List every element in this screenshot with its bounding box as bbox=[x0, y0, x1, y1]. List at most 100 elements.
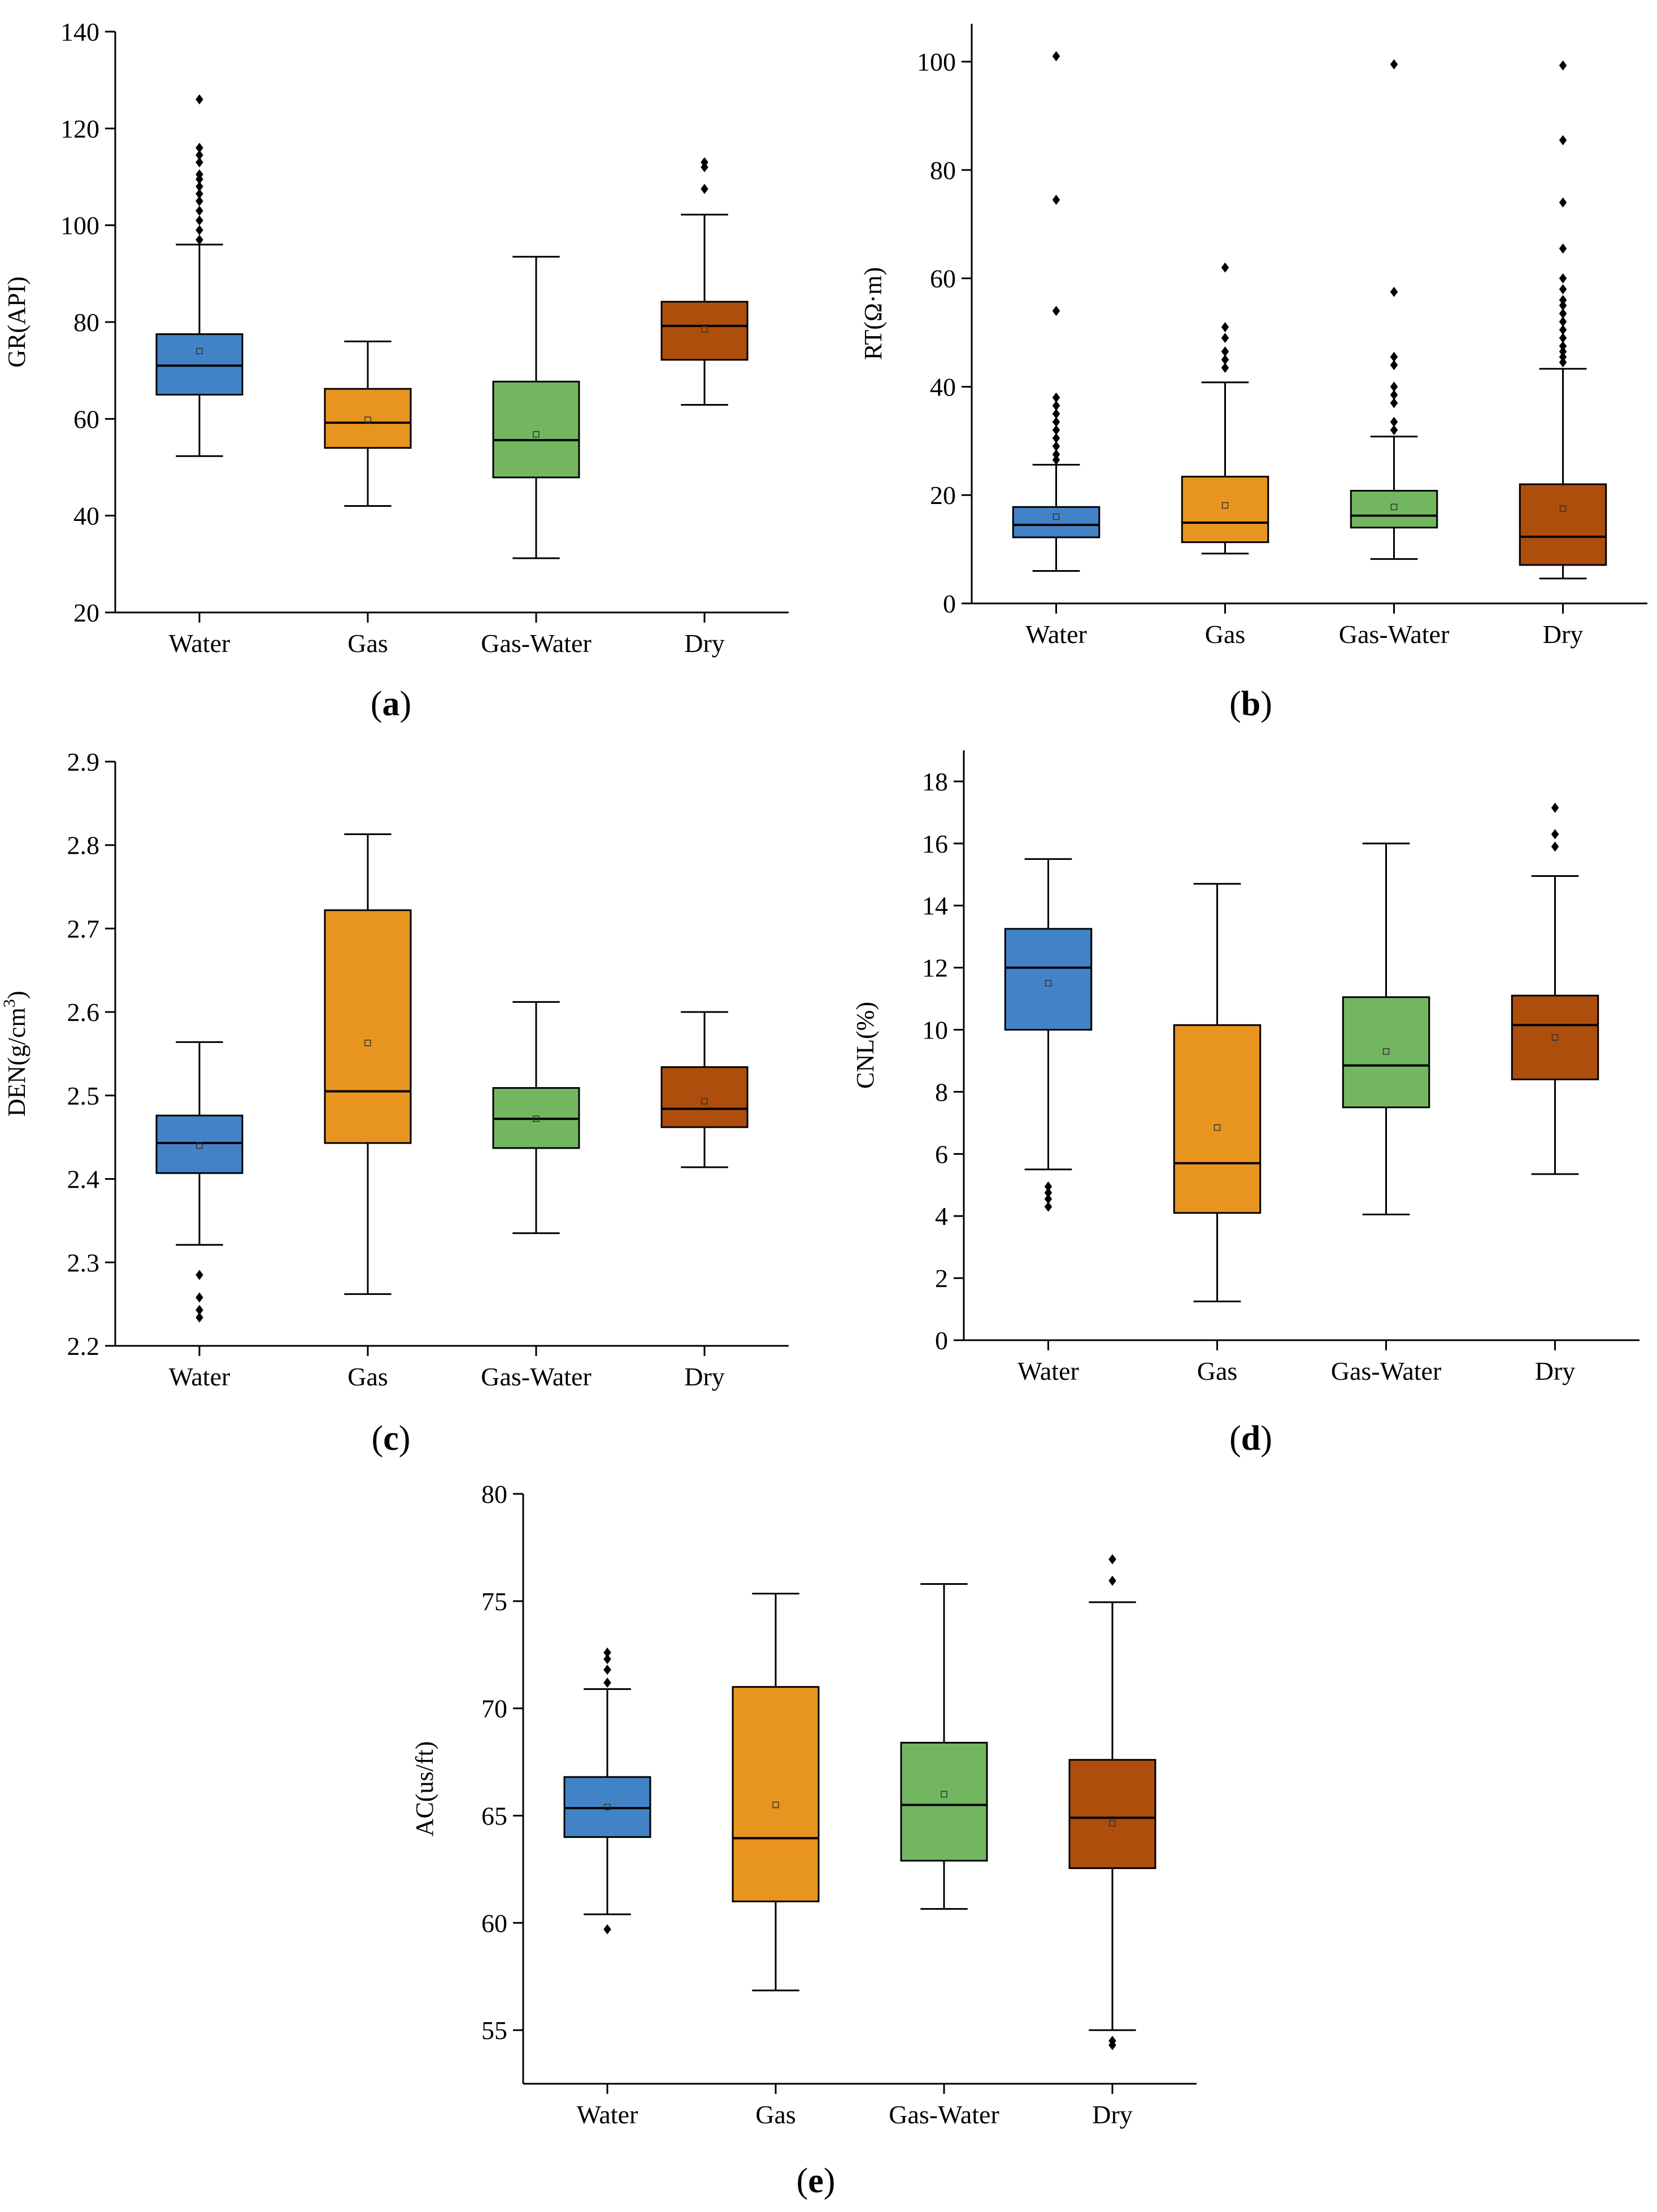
outlier-point bbox=[1052, 449, 1060, 460]
outlier-point bbox=[1052, 425, 1060, 436]
mean-marker bbox=[1053, 513, 1060, 520]
panel-label-a: (a) bbox=[371, 685, 411, 723]
outlier-point bbox=[1390, 351, 1398, 362]
outlier-point bbox=[1108, 2040, 1116, 2050]
y-axis-title: CNL(%) bbox=[851, 1002, 879, 1089]
outlier-point bbox=[1551, 841, 1559, 852]
category-label: Water bbox=[169, 1362, 230, 1391]
y-axis-title: AC(us/ft) bbox=[411, 1741, 438, 1837]
outlier-point bbox=[1559, 60, 1567, 71]
outlier-point bbox=[195, 150, 203, 160]
box bbox=[1012, 506, 1101, 538]
outlier-point bbox=[1559, 300, 1567, 311]
outlier-point bbox=[1559, 346, 1567, 357]
box bbox=[660, 1066, 749, 1128]
y-tick-label: 75 bbox=[481, 1587, 507, 1616]
outlier-point bbox=[701, 157, 708, 168]
outlier-point bbox=[1044, 1193, 1053, 1204]
y-tick-label: 2.4 bbox=[67, 1165, 100, 1194]
mean-marker bbox=[364, 416, 371, 423]
y-tick-label: 40 bbox=[930, 372, 956, 401]
mean-marker bbox=[1109, 1819, 1116, 1827]
mean-marker bbox=[772, 1801, 779, 1809]
outlier-point bbox=[195, 1312, 203, 1323]
box bbox=[732, 1686, 820, 1902]
panel-c: 2.2 2.3 2.4 2.5 2.6 2.7 2.8 2.9 DEN(g/cm3) Water G… bbox=[0, 748, 789, 1391]
y-tick-label: 55 bbox=[481, 2016, 507, 2045]
y-tick-label: 16 bbox=[922, 829, 948, 858]
box bbox=[1181, 476, 1269, 544]
outlier-point bbox=[195, 157, 203, 168]
outlier-point bbox=[1559, 284, 1567, 294]
category-label: Gas bbox=[1205, 620, 1246, 649]
mean-marker bbox=[196, 347, 203, 355]
box bbox=[155, 333, 243, 396]
outlier-point bbox=[1551, 802, 1559, 813]
outlier-point bbox=[195, 188, 203, 199]
mean-marker bbox=[196, 1142, 203, 1149]
outlier-point bbox=[1108, 1575, 1116, 1586]
y-tick-label: 14 bbox=[922, 892, 948, 920]
outlier-point bbox=[195, 181, 203, 192]
outlier-point bbox=[1559, 324, 1567, 335]
outlier-point bbox=[1052, 433, 1060, 444]
category-label: Water bbox=[1017, 1357, 1079, 1385]
panel-e: 55 60 65 70 75 80 AC(us/ft) Water Gas Gas-Water Dr… bbox=[411, 1480, 1197, 2129]
category-label: Gas-Water bbox=[481, 1362, 592, 1391]
mean-marker bbox=[1221, 502, 1229, 509]
outlier-point bbox=[1390, 425, 1398, 436]
y-tick-label: 2.9 bbox=[67, 748, 100, 776]
mean-marker bbox=[941, 1791, 947, 1798]
mean-marker bbox=[1382, 1048, 1390, 1055]
y-tick-label: 2.7 bbox=[67, 914, 100, 943]
outlier-point bbox=[1044, 1188, 1053, 1198]
outlier-point bbox=[1044, 1181, 1053, 1192]
y-tick-label: 8 bbox=[935, 1077, 948, 1106]
mean-marker bbox=[1214, 1124, 1221, 1131]
y-axis-title: DEN(g/cm3) bbox=[0, 991, 31, 1117]
y-tick-label: 70 bbox=[481, 1694, 507, 1723]
outlier-point bbox=[1221, 354, 1229, 365]
y-tick-label: 100 bbox=[917, 47, 956, 76]
outlier-point bbox=[1044, 1201, 1053, 1212]
outlier-point bbox=[195, 1305, 203, 1315]
panel-a: 20 40 60 80 100 120 140 GR(API) Water Gas Gas-Wate… bbox=[3, 18, 789, 658]
outlier-point bbox=[1390, 360, 1398, 371]
outlier-point bbox=[1559, 273, 1567, 284]
outlier-point bbox=[1390, 398, 1398, 408]
y-tick-label: 0 bbox=[943, 589, 956, 618]
outlier-point bbox=[1559, 316, 1567, 327]
mean-marker bbox=[533, 1115, 540, 1122]
outlier-point bbox=[1052, 441, 1060, 451]
outlier-point bbox=[1052, 401, 1060, 411]
box bbox=[1342, 996, 1430, 1109]
outlier-point bbox=[195, 94, 203, 105]
box bbox=[1068, 1759, 1156, 1869]
outlier-point bbox=[603, 1924, 611, 1935]
outlier-point bbox=[603, 1678, 611, 1688]
category-label: Gas-Water bbox=[481, 629, 592, 658]
y-tick-label: 2.3 bbox=[67, 1248, 100, 1277]
category-label: Dry bbox=[684, 1362, 725, 1391]
outlier-point bbox=[1559, 197, 1567, 208]
y-axis-title: RT(Ω·m) bbox=[859, 267, 887, 360]
box bbox=[324, 909, 412, 1144]
y-tick-label: 6 bbox=[935, 1140, 948, 1168]
outlier-point bbox=[1559, 333, 1567, 344]
outlier-point bbox=[195, 234, 203, 245]
outlier-point bbox=[1052, 194, 1060, 205]
outlier-point bbox=[1052, 51, 1060, 62]
y-tick-label: 140 bbox=[60, 18, 99, 46]
outlier-point bbox=[1108, 1554, 1116, 1565]
outlier-point bbox=[603, 1654, 611, 1665]
category-label: Gas bbox=[347, 629, 388, 658]
y-axis-title: GR(API) bbox=[3, 276, 31, 367]
category-label: Water bbox=[577, 2100, 638, 2129]
category-label: Gas-Water bbox=[1331, 1357, 1442, 1385]
category-label: Dry bbox=[1535, 1357, 1576, 1385]
outlier-point bbox=[1221, 321, 1229, 332]
category-label: Gas bbox=[347, 1362, 388, 1391]
box bbox=[900, 1741, 988, 1862]
outlier-point bbox=[195, 169, 203, 180]
